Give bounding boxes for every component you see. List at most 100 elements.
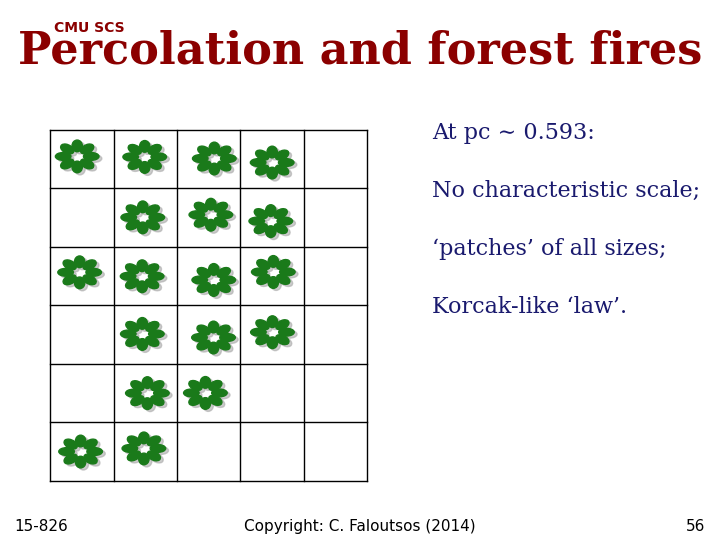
Ellipse shape xyxy=(220,269,233,280)
Ellipse shape xyxy=(137,339,148,350)
Ellipse shape xyxy=(78,458,89,470)
Ellipse shape xyxy=(217,325,230,335)
Text: At pc ∼ 0.593:: At pc ∼ 0.593: xyxy=(432,122,595,144)
Ellipse shape xyxy=(63,161,77,171)
Ellipse shape xyxy=(128,392,144,399)
Ellipse shape xyxy=(220,334,235,341)
Text: Percolation and forest fires: Percolation and forest fires xyxy=(18,30,702,73)
Ellipse shape xyxy=(137,260,148,272)
Text: Copyright: C. Faloutsos (2014): Copyright: C. Faloutsos (2014) xyxy=(244,518,476,534)
Ellipse shape xyxy=(143,377,153,388)
Ellipse shape xyxy=(201,163,214,173)
Ellipse shape xyxy=(121,213,137,221)
Ellipse shape xyxy=(220,163,234,173)
Ellipse shape xyxy=(257,260,270,269)
Ellipse shape xyxy=(203,400,213,411)
Ellipse shape xyxy=(63,146,77,156)
Ellipse shape xyxy=(195,157,211,165)
Ellipse shape xyxy=(217,161,231,171)
Ellipse shape xyxy=(217,219,230,230)
Ellipse shape xyxy=(280,219,295,227)
Ellipse shape xyxy=(220,285,233,294)
Ellipse shape xyxy=(217,146,231,156)
Ellipse shape xyxy=(200,397,210,409)
Ellipse shape xyxy=(123,332,139,340)
Ellipse shape xyxy=(249,217,264,225)
Ellipse shape xyxy=(279,322,292,332)
Text: 56: 56 xyxy=(686,518,706,534)
Ellipse shape xyxy=(125,389,141,397)
Ellipse shape xyxy=(131,161,144,171)
Ellipse shape xyxy=(129,207,143,217)
Ellipse shape xyxy=(212,397,225,408)
Ellipse shape xyxy=(276,165,289,175)
Ellipse shape xyxy=(269,207,279,219)
Ellipse shape xyxy=(151,153,166,161)
Ellipse shape xyxy=(154,155,169,163)
Ellipse shape xyxy=(126,336,139,346)
Ellipse shape xyxy=(197,340,210,350)
Ellipse shape xyxy=(267,167,277,179)
Ellipse shape xyxy=(223,157,239,165)
Ellipse shape xyxy=(124,215,139,224)
Ellipse shape xyxy=(129,339,142,348)
Ellipse shape xyxy=(58,154,73,163)
Ellipse shape xyxy=(212,165,222,177)
Ellipse shape xyxy=(253,330,269,338)
Ellipse shape xyxy=(256,335,269,345)
Ellipse shape xyxy=(77,258,88,269)
Ellipse shape xyxy=(279,159,294,166)
Ellipse shape xyxy=(62,450,77,457)
Ellipse shape xyxy=(257,274,270,285)
Ellipse shape xyxy=(122,444,138,453)
Ellipse shape xyxy=(86,277,99,287)
Ellipse shape xyxy=(206,219,216,231)
Ellipse shape xyxy=(120,272,136,280)
Ellipse shape xyxy=(89,271,104,278)
Text: No characteristic scale;: No characteristic scale; xyxy=(432,180,700,202)
Ellipse shape xyxy=(200,269,213,280)
Ellipse shape xyxy=(267,146,277,158)
Ellipse shape xyxy=(222,278,238,286)
Ellipse shape xyxy=(139,453,149,465)
Ellipse shape xyxy=(148,266,161,276)
Ellipse shape xyxy=(192,334,207,341)
Ellipse shape xyxy=(140,320,150,332)
Ellipse shape xyxy=(206,198,216,210)
Ellipse shape xyxy=(260,262,273,272)
Ellipse shape xyxy=(212,389,228,397)
Ellipse shape xyxy=(276,150,289,160)
Ellipse shape xyxy=(253,161,269,168)
Ellipse shape xyxy=(84,152,99,160)
Ellipse shape xyxy=(270,170,280,181)
Ellipse shape xyxy=(90,450,105,457)
Ellipse shape xyxy=(153,389,169,397)
Ellipse shape xyxy=(148,339,162,348)
Ellipse shape xyxy=(127,451,140,461)
Ellipse shape xyxy=(83,260,96,270)
Ellipse shape xyxy=(256,150,269,160)
Ellipse shape xyxy=(81,144,94,154)
Ellipse shape xyxy=(199,342,213,352)
Ellipse shape xyxy=(143,164,153,176)
Ellipse shape xyxy=(148,145,161,154)
Ellipse shape xyxy=(67,441,80,451)
Ellipse shape xyxy=(270,148,280,160)
Ellipse shape xyxy=(137,281,148,293)
Ellipse shape xyxy=(128,281,142,291)
Ellipse shape xyxy=(125,279,139,289)
Ellipse shape xyxy=(55,152,71,160)
Ellipse shape xyxy=(222,336,238,343)
Ellipse shape xyxy=(125,447,140,455)
Ellipse shape xyxy=(84,146,96,156)
Ellipse shape xyxy=(209,395,222,406)
Ellipse shape xyxy=(148,272,164,280)
Ellipse shape xyxy=(254,224,267,233)
Ellipse shape xyxy=(148,281,161,291)
Ellipse shape xyxy=(146,205,159,215)
Ellipse shape xyxy=(126,205,140,215)
Ellipse shape xyxy=(203,379,213,390)
Ellipse shape xyxy=(150,444,166,453)
Ellipse shape xyxy=(209,221,219,233)
Ellipse shape xyxy=(74,256,85,268)
